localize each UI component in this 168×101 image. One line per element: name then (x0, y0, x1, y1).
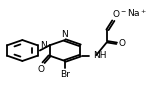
Text: N: N (40, 41, 47, 50)
Text: NH: NH (93, 51, 107, 60)
Text: O: O (118, 39, 125, 48)
Text: Na$^+$: Na$^+$ (127, 7, 147, 19)
Text: O$^-$: O$^-$ (113, 8, 128, 19)
Text: O: O (38, 65, 45, 74)
Text: Br: Br (60, 70, 70, 79)
Text: N: N (61, 30, 68, 39)
